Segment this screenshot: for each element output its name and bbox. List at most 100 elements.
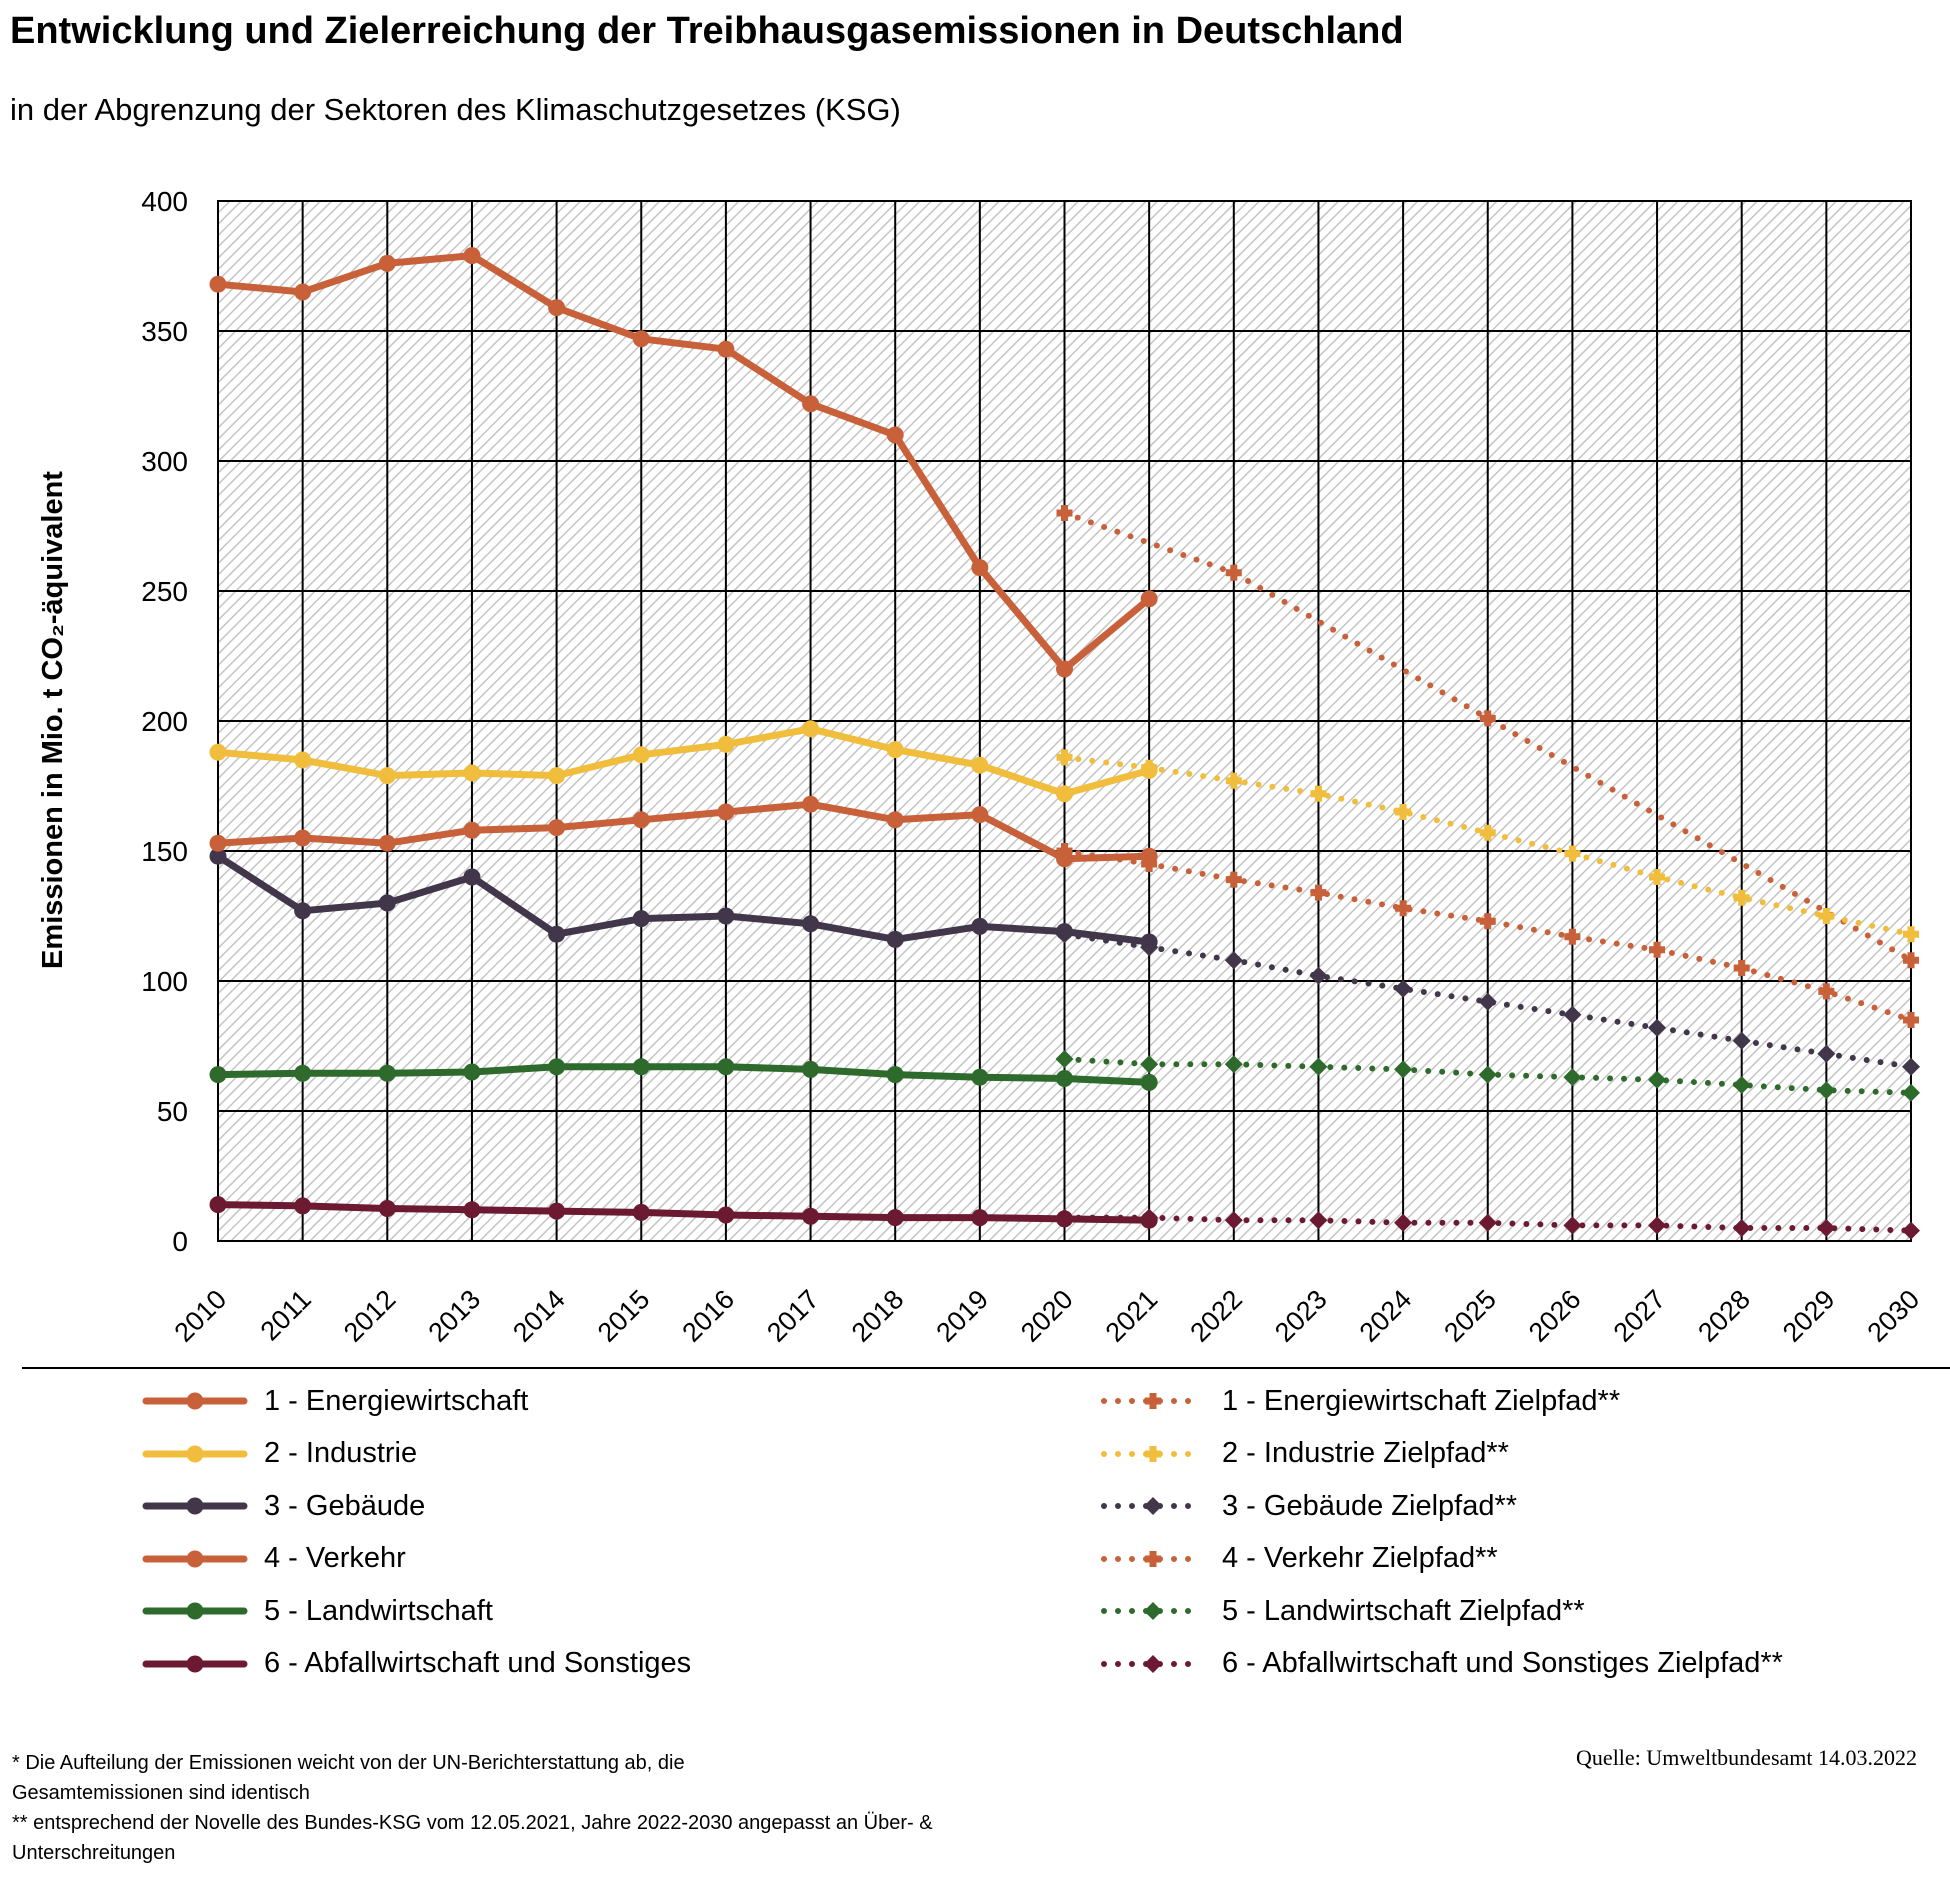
legend-swatch (1101, 1393, 1205, 1409)
legend-swatch (142, 1497, 248, 1515)
data-point (1225, 871, 1242, 888)
data-point (1564, 845, 1581, 862)
data-point (1732, 1076, 1751, 1094)
data-point (1309, 1211, 1328, 1230)
data-point (632, 1058, 650, 1076)
legend-swatch (142, 1445, 248, 1462)
data-point (1648, 1018, 1667, 1037)
x-tick-label: 2019 (930, 1284, 994, 1348)
legend-marker (186, 1445, 204, 1462)
data-point (548, 925, 566, 943)
x-tick-label: 2011 (255, 1284, 317, 1346)
data-point (548, 1202, 566, 1220)
data-point (1140, 1211, 1158, 1229)
data-point (1056, 660, 1073, 678)
data-point (294, 1197, 312, 1215)
data-point (971, 1209, 989, 1227)
x-tick-label: 2016 (676, 1284, 740, 1348)
x-tick-label: 2028 (1692, 1284, 1756, 1348)
data-point (1056, 785, 1073, 803)
series-line-11 (1061, 1056, 1914, 1096)
data-point (1478, 1065, 1497, 1084)
legend-item: 6 - Abfallwirtschaft und Sonstiges (140, 1644, 691, 1684)
y-tick-label: 100 (141, 966, 188, 997)
data-point (1903, 926, 1919, 943)
data-point (209, 1066, 227, 1084)
data-point (548, 767, 566, 785)
data-point (802, 395, 820, 413)
legend-item: 1 - Energiewirtschaft (140, 1381, 528, 1421)
y-axis-ticks: 0 50 100 150 200 250 300 350 400 (141, 186, 188, 1257)
data-point (1648, 1216, 1667, 1235)
data-point (802, 1060, 820, 1078)
data-point (1733, 889, 1750, 906)
legend-marker (186, 1392, 204, 1410)
data-point (378, 894, 396, 912)
legend-label: 1 - Energiewirtschaft Zielpfad** (1222, 1384, 1621, 1417)
data-point (294, 902, 312, 920)
x-axis-ticks: 2010 2011 2012 2013 2014 2015 2016 2017 2018 2019… (169, 1284, 1926, 1348)
data-point (802, 720, 820, 738)
data-point (802, 915, 820, 933)
legend-marker (186, 1497, 204, 1515)
data-point (971, 756, 989, 774)
data-point (209, 1196, 227, 1214)
legend-swatch (142, 1655, 248, 1672)
legend-label: 6 - Abfallwirtschaft und Sonstiges Zielp… (1222, 1647, 1783, 1679)
data-point (1056, 1070, 1073, 1087)
data-point (886, 426, 904, 444)
divider-line (22, 1367, 1950, 1369)
data-point (294, 1064, 312, 1082)
data-point (294, 751, 312, 769)
data-point (632, 330, 650, 348)
x-tick-label: 2027 (1608, 1284, 1672, 1348)
data-point (1817, 1081, 1836, 1100)
y-tick-label: 350 (141, 316, 188, 347)
data-point (294, 829, 312, 847)
data-point (209, 743, 227, 761)
series-line-4 (214, 800, 1153, 863)
source-note: Quelle: Umweltbundesamt 14.03.2022 (1576, 1745, 1917, 1770)
chart-title: Entwicklung und Zielerreichung der Treib… (10, 10, 1404, 52)
legend-swatch (142, 1602, 248, 1620)
y-tick-label: 250 (141, 576, 188, 607)
series-line-8 (1061, 754, 1914, 938)
data-point (463, 821, 481, 839)
data-point (378, 1064, 396, 1082)
legend-label: 3 - Gebäude Zielpfad** (1222, 1489, 1518, 1522)
data-point (1395, 804, 1412, 820)
data-point (378, 1200, 396, 1217)
data-point (1310, 785, 1327, 802)
data-point (1479, 913, 1496, 930)
legend-item: 3 - Gebäude Zielpfad** (1098, 1486, 1517, 1526)
data-point (632, 910, 650, 928)
legend-swatch (1101, 1654, 1205, 1673)
x-tick-label: 2018 (846, 1284, 910, 1348)
data-point (1732, 1219, 1751, 1237)
legend-swatch (1101, 1602, 1205, 1620)
data-point (717, 803, 735, 821)
data-point (1648, 1070, 1667, 1089)
x-tick-label: 2017 (761, 1284, 825, 1348)
legend-item: 4 - Verkehr Zielpfad** (1098, 1539, 1498, 1579)
y-tick-label: 400 (141, 186, 188, 217)
data-point (548, 1058, 566, 1076)
data-point (802, 1207, 820, 1225)
data-point (1649, 869, 1666, 885)
data-point (463, 247, 481, 265)
data-point (1056, 923, 1073, 941)
data-point (1649, 941, 1666, 958)
data-point (1902, 1057, 1920, 1076)
data-point (886, 741, 904, 759)
x-tick-label: 2026 (1523, 1284, 1587, 1348)
legend-item: 2 - Industrie (140, 1434, 417, 1474)
data-point (1733, 960, 1750, 976)
x-tick-label: 2025 (1438, 1284, 1502, 1348)
footnote-2: ** entsprechend der Novelle des Bundes-K… (12, 1812, 933, 1864)
data-point (886, 1209, 904, 1227)
legend-item: 5 - Landwirtschaft Zielpfad** (1098, 1591, 1585, 1631)
legend-label: 3 - Gebäude (264, 1489, 426, 1522)
x-tick-label: 2029 (1777, 1284, 1841, 1348)
data-point (717, 340, 735, 358)
data-point (1818, 983, 1835, 1000)
